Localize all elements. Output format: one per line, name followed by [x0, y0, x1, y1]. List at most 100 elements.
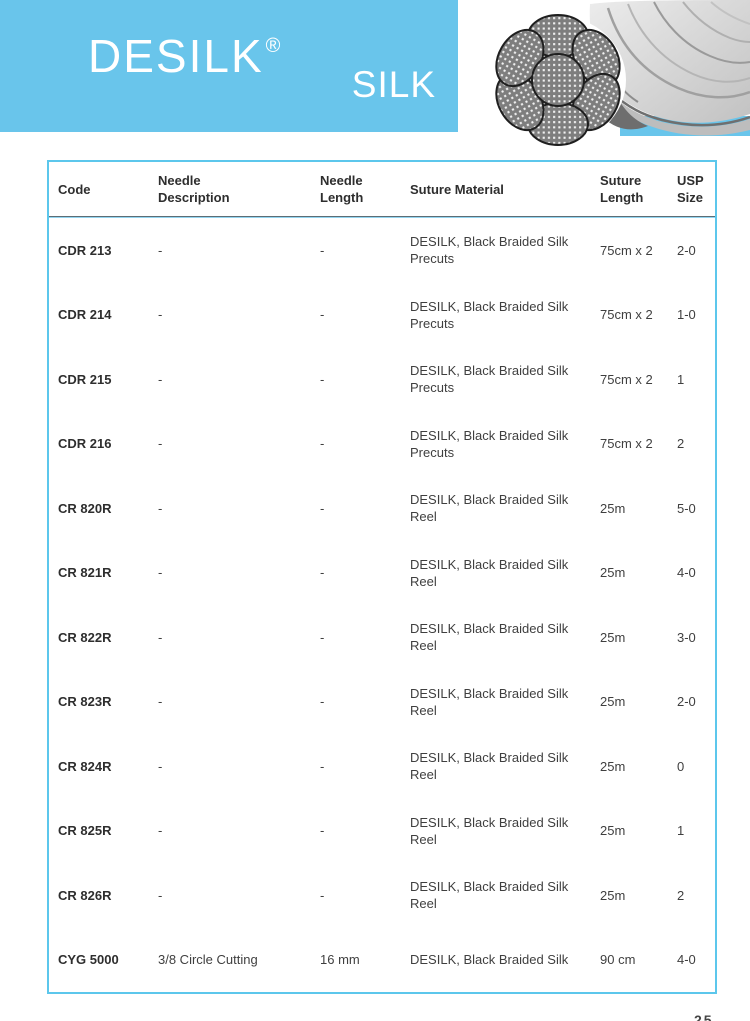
cell-needle-length: -	[320, 242, 325, 258]
header-divider	[49, 216, 715, 218]
page-number: 25	[694, 1012, 714, 1021]
cell-suture-material: DESILK, Black Braided Silk Precuts	[410, 363, 569, 396]
brand-title: DESILK ®	[88, 33, 282, 79]
cell-suture-length: 25m	[600, 565, 626, 581]
cell-suture-material: DESILK, Black Braided Silk Reel	[410, 879, 569, 912]
table-row: CDR 216 - - DESILK, Black Braided Silk Pr…	[49, 412, 715, 477]
cell-needle-length: -	[320, 758, 325, 774]
cell-suture-length: 25m	[600, 500, 626, 516]
cell-usp-size: 2	[677, 436, 685, 452]
cell-needle-length: -	[320, 371, 325, 387]
column-header-code: Code	[58, 181, 91, 197]
registered-trademark-symbol: ®	[265, 35, 283, 57]
cell-usp-size: 3-0	[677, 629, 696, 645]
cell-usp-size: 2-0	[677, 694, 696, 710]
cell-code: CR 820R	[58, 500, 112, 516]
table-row: CR 821R - - DESILK, Black Braided Silk Re…	[49, 541, 715, 606]
cross-section-graphic	[490, 14, 648, 146]
cell-usp-size: 2-0	[677, 242, 696, 258]
cell-usp-size: 1	[677, 371, 685, 387]
cell-needle-length: -	[320, 307, 325, 323]
table-row: CR 826R - - DESILK, Black Braided Silk Re…	[49, 863, 715, 928]
table-row: CR 823R - - DESILK, Black Braided Silk Re…	[49, 670, 715, 735]
cell-needle-description: -	[158, 694, 163, 710]
cell-code: CR 822R	[58, 629, 112, 645]
suture-illustration-svg	[490, 0, 750, 146]
cell-suture-length: 75cm x 2	[600, 436, 653, 452]
cell-usp-size: 4-0	[677, 565, 696, 581]
table-row: CDR 214 - - DESILK, Black Braided Silk Pr…	[49, 283, 715, 348]
cell-code: CR 824R	[58, 758, 112, 774]
table-row: CDR 213 - - DESILK, Black Braided Silk Pr…	[49, 218, 715, 283]
cell-needle-description: -	[158, 823, 163, 839]
cell-suture-material: DESILK, Black Braided Silk Precuts	[410, 427, 569, 460]
column-header-suture-length: Suture Length	[600, 173, 644, 205]
table-row: CR 825R - - DESILK, Black Braided Silk Re…	[49, 799, 715, 864]
cell-suture-material: DESILK, Black Braided Silk Precuts	[410, 298, 569, 331]
cell-suture-material: DESILK, Black Braided Silk Reel	[410, 556, 569, 589]
cell-suture-length: 75cm x 2	[600, 371, 653, 387]
table-row: CYG 5000 3/8 Circle Cutting 16 mm DESILK…	[49, 928, 715, 993]
cell-needle-length: -	[320, 694, 325, 710]
product-name: SILK	[351, 64, 436, 105]
cell-needle-length: -	[320, 436, 325, 452]
cell-usp-size: 2	[677, 887, 685, 903]
cell-code: CR 826R	[58, 887, 112, 903]
cell-needle-description: 3/8 Circle Cutting	[158, 952, 258, 968]
cell-needle-description: -	[158, 629, 163, 645]
cell-code: CR 823R	[58, 694, 112, 710]
cell-needle-description: -	[158, 758, 163, 774]
cell-suture-length: 75cm x 2	[600, 242, 653, 258]
cell-usp-size: 5-0	[677, 500, 696, 516]
cell-code: CDR 216	[58, 436, 112, 452]
cell-suture-material: DESILK, Black Braided Silk Reel	[410, 492, 569, 525]
cell-usp-size: 4-0	[677, 952, 696, 968]
column-header-needle-description: Needle Description	[158, 173, 230, 205]
cell-suture-material: DESILK, Black Braided Silk Reel	[410, 621, 569, 654]
cell-suture-material: DESILK, Black Braided Silk Reel	[410, 750, 569, 783]
cell-suture-length: 25m	[600, 823, 626, 839]
cell-code: CR 825R	[58, 823, 112, 839]
cell-needle-description: -	[158, 565, 163, 581]
cell-needle-description: -	[158, 887, 163, 903]
cell-suture-material: DESILK, Black Braided Silk Reel	[410, 814, 569, 847]
cell-usp-size: 1	[677, 823, 685, 839]
table-body: CDR 213 - - DESILK, Black Braided Silk Pr…	[49, 218, 715, 992]
cell-code: CDR 214	[58, 307, 112, 323]
cell-needle-length: -	[320, 629, 325, 645]
cell-suture-length: 25m	[600, 629, 626, 645]
column-header-usp-size: USP Size	[677, 173, 704, 205]
cell-needle-description: -	[158, 436, 163, 452]
cell-needle-description: -	[158, 371, 163, 387]
brand-title-text: DESILK	[88, 30, 264, 82]
cell-needle-length: 16 mm	[320, 952, 360, 968]
cell-usp-size: 0	[677, 758, 685, 774]
brand-banner: DESILK ® SILK	[0, 0, 458, 132]
cell-needle-description: -	[158, 242, 163, 258]
column-header-suture-material: Suture Material	[410, 181, 504, 197]
cell-needle-description: -	[158, 500, 163, 516]
cell-suture-length: 25m	[600, 887, 626, 903]
cell-suture-length: 75cm x 2	[600, 307, 653, 323]
table-header-row: Code Needle Description Needle Length Suture …	[49, 162, 715, 216]
table-row: CR 822R - - DESILK, Black Braided Silk Re…	[49, 605, 715, 670]
cell-suture-length: 90 cm	[600, 952, 636, 968]
cell-suture-material: DESILK, Black Braided Silk Precuts	[410, 234, 569, 267]
cell-needle-length: -	[320, 565, 325, 581]
cell-suture-length: 25m	[600, 694, 626, 710]
cell-needle-length: -	[320, 823, 325, 839]
product-table: Code Needle Description Needle Length Suture …	[47, 160, 717, 994]
cell-code: CR 821R	[58, 565, 112, 581]
cell-suture-length: 25m	[600, 758, 626, 774]
cell-needle-length: -	[320, 500, 325, 516]
cell-code: CDR 215	[58, 371, 112, 387]
cell-suture-material: DESILK, Black Braided Silk	[410, 952, 569, 968]
column-header-needle-length: Needle Length	[320, 173, 364, 205]
cell-needle-length: -	[320, 887, 325, 903]
cell-usp-size: 1-0	[677, 307, 696, 323]
suture-cross-section-image	[458, 0, 750, 150]
table-row: CR 820R - - DESILK, Black Braided Silk Re…	[49, 476, 715, 541]
cell-code: CDR 213	[58, 242, 112, 258]
table-row: CDR 215 - - DESILK, Black Braided Silk Pr…	[49, 347, 715, 412]
